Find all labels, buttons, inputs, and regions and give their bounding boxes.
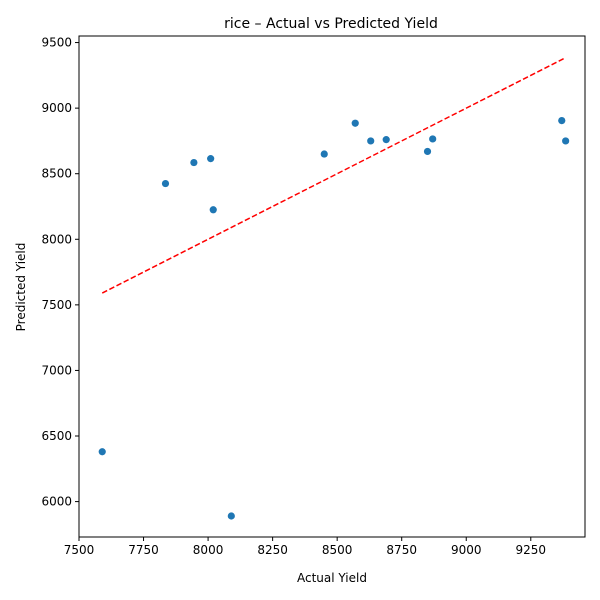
y-tick-label-5: 8000	[41, 232, 72, 246]
reference-line-group	[101, 56, 566, 294]
y-tick-label-3: 7000	[41, 363, 72, 377]
y-tick-label-6: 8500	[41, 167, 72, 181]
x-axis-ticks: 7500 7750 8000 8250 8500 8750 9000 9250	[64, 537, 546, 557]
plot-frame	[78, 35, 586, 538]
data-point-3	[190, 158, 198, 167]
data-point-6	[227, 512, 235, 520]
data-point-1	[98, 448, 106, 456]
plot-area	[78, 35, 586, 538]
y-axis-label: Predicted Yield	[14, 243, 28, 332]
data-point-2	[161, 179, 170, 188]
x-tick-label-3: 8000	[193, 543, 224, 557]
data-point-10	[382, 136, 390, 144]
y-axis-ticks: 6000 6500 7000 7500 8000 8500 9000 9500	[41, 36, 79, 509]
y-tick-label-1: 6000	[41, 495, 72, 509]
x-tick-label-2: 7750	[128, 543, 159, 557]
data-point-9	[367, 137, 375, 145]
x-tick-label-4: 8250	[257, 543, 288, 557]
x-tick-label-8: 9250	[516, 543, 547, 557]
data-points	[98, 116, 570, 520]
data-point-12	[429, 135, 437, 143]
data-point-14	[562, 137, 570, 145]
data-point-5	[209, 206, 217, 214]
x-tick-label-5: 8500	[322, 543, 353, 557]
y-tick-label-7: 9000	[41, 101, 72, 115]
y-tick-label-8: 9500	[41, 36, 72, 50]
x-axis-label: Actual Yield	[297, 571, 367, 585]
data-point-11	[423, 147, 432, 156]
x-tick-label-1: 7500	[64, 543, 95, 557]
x-tick-label-6: 8750	[386, 543, 417, 557]
y-tick-label-4: 7500	[41, 298, 72, 312]
reference-line	[101, 56, 566, 294]
data-point-8	[351, 119, 359, 127]
x-tick-label-7: 9000	[451, 543, 482, 557]
chart-title: rice – Actual vs Predicted Yield	[224, 16, 438, 32]
y-tick-label-2: 6500	[41, 429, 72, 443]
data-point-4	[207, 155, 215, 163]
data-point-7	[320, 150, 328, 158]
data-point-13	[558, 116, 566, 125]
